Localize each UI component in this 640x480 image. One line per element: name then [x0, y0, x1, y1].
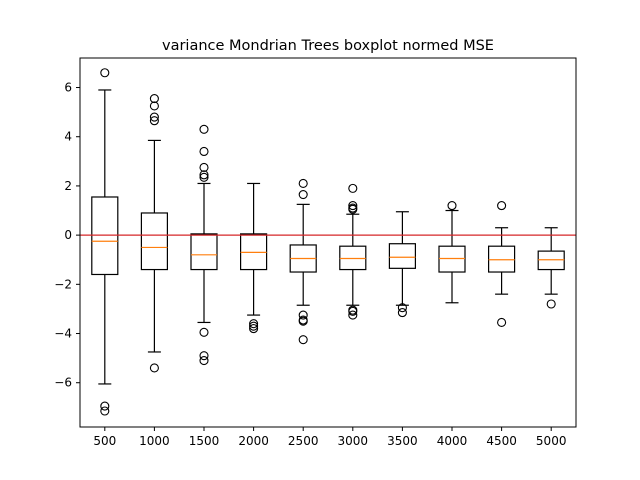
y-tick-label: −4 [54, 327, 72, 341]
y-tick-label: 0 [64, 228, 72, 242]
outlier-point [497, 317, 507, 328]
y-tick-label: 4 [64, 130, 72, 144]
y-tick-label: 2 [64, 179, 72, 193]
iqr-box [438, 245, 466, 273]
x-tick-label: 5000 [536, 434, 567, 448]
outlier-point [149, 94, 159, 104]
outlier-point [298, 316, 308, 326]
y-tick-label: 6 [64, 81, 72, 95]
y-tick-label: −6 [54, 376, 72, 390]
iqr-box [339, 245, 367, 271]
x-tick-label: 1000 [139, 434, 170, 448]
iqr-box [488, 245, 516, 273]
outlier-point [497, 201, 507, 211]
outlier-point [199, 327, 209, 337]
outlier-point [298, 178, 308, 189]
x-tick-label: 2500 [288, 434, 319, 448]
outlier-point [348, 183, 358, 193]
box-group-1000 [140, 94, 168, 373]
outlier-point [298, 310, 308, 320]
box-group-4500 [488, 201, 516, 328]
outlier-point [149, 116, 159, 126]
x-tick-label: 4000 [437, 434, 468, 448]
box-group-5000 [537, 227, 565, 309]
outlier-point [199, 124, 209, 134]
iqr-box [388, 243, 416, 269]
outlier-point [199, 172, 209, 182]
outlier-point [199, 146, 209, 157]
box-group-2500 [289, 178, 317, 345]
outlier-point [199, 170, 209, 180]
outlier-point [397, 308, 407, 318]
box-group-3000 [339, 183, 367, 320]
iqr-box [140, 212, 168, 271]
outlier-point [100, 406, 110, 416]
iqr-box [190, 233, 218, 271]
outlier-point [149, 101, 159, 111]
outlier-point [100, 401, 110, 411]
box-group-3500 [388, 211, 416, 318]
outlier-point [348, 204, 358, 214]
outlier-point [199, 356, 209, 366]
outlier-point [249, 324, 259, 334]
outlier-point [348, 306, 358, 316]
outlier-point [546, 299, 556, 309]
outlier-point [447, 201, 457, 211]
outlier-point [348, 201, 358, 211]
outlier-point [397, 303, 407, 313]
x-tick-label: 4500 [486, 434, 517, 448]
plot-frame [79, 57, 577, 428]
x-tick-label: 500 [93, 434, 116, 448]
outlier-point [298, 335, 308, 345]
box-group-2000 [240, 182, 268, 334]
y-tick-label: −2 [54, 277, 72, 291]
outlier-point [149, 363, 159, 373]
iqr-box [240, 233, 268, 271]
outlier-point [249, 321, 259, 331]
x-tick-label: 3500 [387, 434, 418, 448]
outlier-point [149, 112, 159, 122]
outlier-point [199, 351, 209, 361]
x-tick-label: 2000 [238, 434, 269, 448]
box-group-1500 [190, 124, 218, 366]
axes: −6 −4 −2 0 2 4 6 500 1000 1500 2000 2500 3000 3500 400… [54, 57, 577, 448]
outlier-point [199, 162, 209, 173]
outlier-point [100, 68, 110, 78]
outlier-point [298, 189, 308, 200]
outlier-point [249, 319, 259, 329]
outlier-point [348, 310, 358, 320]
x-tick-label: 3000 [338, 434, 369, 448]
box-group-500 [91, 68, 119, 416]
iqr-box [91, 196, 119, 276]
chart-title: variance Mondrian Trees boxplot normed M… [162, 38, 494, 54]
box-group-4000 [438, 201, 466, 304]
iqr-box [537, 250, 565, 271]
plot-area [80, 68, 576, 416]
x-tick-label: 1500 [189, 434, 220, 448]
